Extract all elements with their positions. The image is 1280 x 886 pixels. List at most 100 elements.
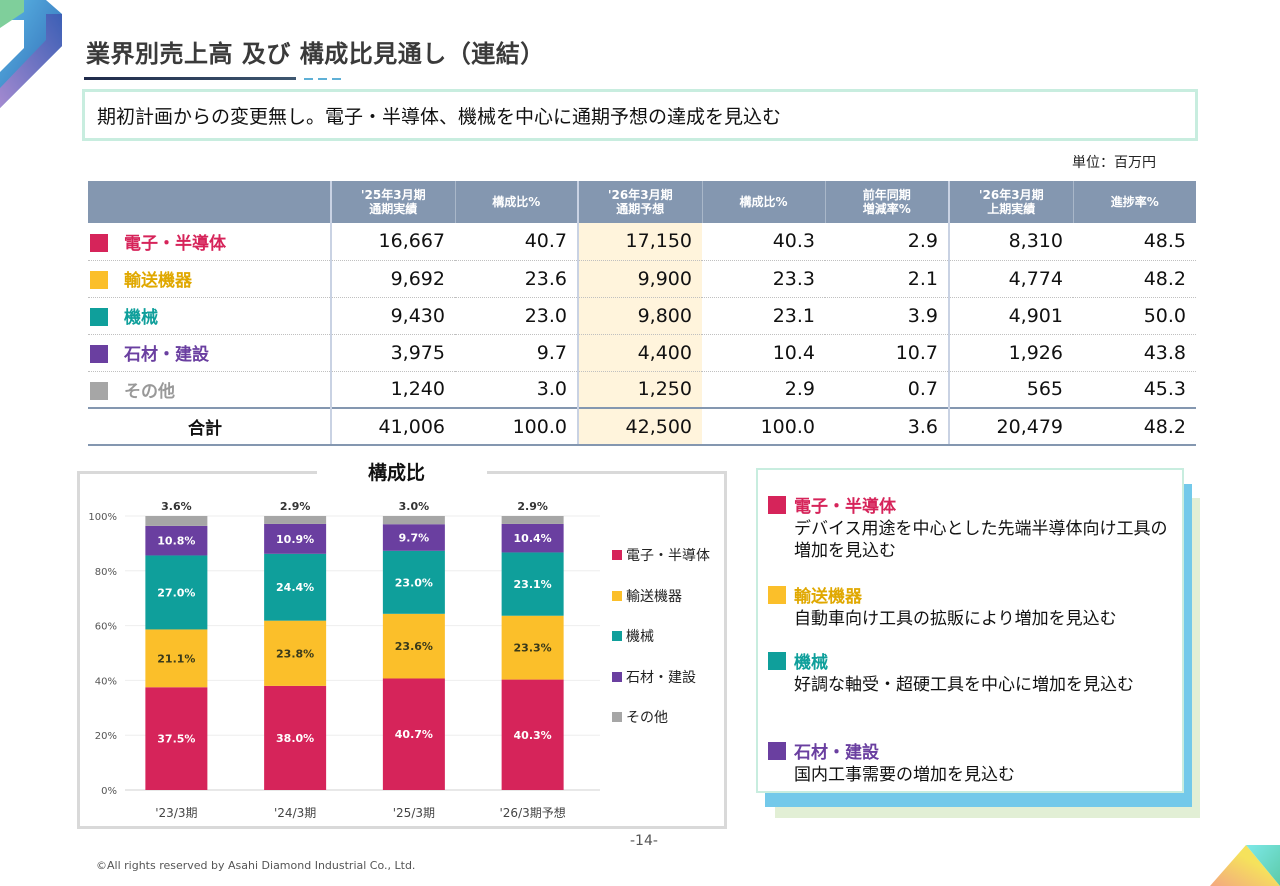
bar-segment xyxy=(501,615,564,680)
header-cell: '25年3月期 通期実績 xyxy=(330,181,455,223)
y-tick-label: 80% xyxy=(95,567,117,578)
bar-segment xyxy=(382,516,445,525)
legend-item: 石材・建設 xyxy=(612,667,710,708)
legend-swatch-icon xyxy=(612,671,622,682)
bar-segment xyxy=(264,685,327,790)
header-cell: 構成比% xyxy=(701,181,825,223)
value-cell: 48.2 xyxy=(1073,407,1196,446)
bar-segment xyxy=(264,516,327,524)
value-cell: 40.3 xyxy=(702,223,825,261)
category-swatch-icon xyxy=(90,381,108,400)
summary-box: 期初計画からの変更無し。電子・半導体、機械を中心に通期予想の達成を見込む xyxy=(82,89,1198,141)
comment-category: 石材・建設 xyxy=(794,743,879,763)
data-label: 2.9% xyxy=(280,500,311,513)
legend-label: 輸送機器 xyxy=(626,588,682,605)
sales-table: '25年3月期 通期実績 構成比% '26年3月期 通期予想 構成比% 前年同期 増減… xyxy=(88,181,1196,446)
comment-item: 輸送機器 自動車向け工具の拡販により増加を見込む xyxy=(768,582,1168,630)
bar-segment xyxy=(145,516,208,526)
value-cell: 50.0 xyxy=(1073,297,1196,335)
x-tick-label: '25/3期 xyxy=(393,806,435,820)
value-cell: 4,400 xyxy=(577,334,702,372)
data-label: 3.0% xyxy=(399,500,430,513)
value-cell: 9,430 xyxy=(330,297,455,335)
data-label: 10.9% xyxy=(276,533,314,546)
value-cell: 10.7 xyxy=(825,334,949,372)
legend-label: その他 xyxy=(626,710,668,726)
data-label: 10.8% xyxy=(157,535,195,548)
value-cell: 3.6 xyxy=(825,407,949,446)
legend-label: 機械 xyxy=(626,629,654,645)
data-label: 23.0% xyxy=(395,576,433,589)
comment-category: 機械 xyxy=(794,653,828,673)
value-cell: 40.7 xyxy=(455,223,578,261)
bar-segment xyxy=(145,525,208,556)
bar-segment xyxy=(382,613,445,679)
value-cell: 3.9 xyxy=(825,297,949,335)
value-cell: 41,006 xyxy=(330,407,455,446)
comment-text: 国内工事需要の増加を見込む xyxy=(794,765,1015,785)
page-number: -14- xyxy=(630,833,658,849)
bar-segment xyxy=(501,552,564,616)
value-cell: 9,900 xyxy=(577,260,702,298)
data-label: 23.8% xyxy=(276,647,314,660)
data-label: 40.3% xyxy=(514,729,552,742)
data-label: 40.7% xyxy=(395,728,433,741)
comment-swatch-icon xyxy=(768,495,786,514)
title-underline xyxy=(84,77,296,80)
bar-segment xyxy=(264,620,327,686)
value-cell: 23.1 xyxy=(702,297,825,335)
bar-segment xyxy=(382,550,445,614)
data-label: 24.4% xyxy=(276,581,314,594)
comment-swatch-icon xyxy=(768,651,786,670)
legend-item: 機械 xyxy=(612,626,710,667)
data-label: 10.4% xyxy=(514,532,552,545)
category-cell: 石材・建設 xyxy=(88,334,331,372)
chart-title: 構成比 xyxy=(368,462,426,484)
bar-segment xyxy=(501,523,564,553)
header-cell: 前年同期 増減率% xyxy=(824,181,949,223)
comment-heading: 機械 xyxy=(768,648,1168,673)
value-cell: 17,150 xyxy=(577,223,702,261)
data-label: 21.1% xyxy=(157,652,195,665)
y-tick-label: 100% xyxy=(88,512,117,523)
legend-swatch-icon xyxy=(612,550,622,560)
category-cell: 機械 xyxy=(88,297,331,335)
legend-swatch-icon xyxy=(612,712,622,722)
header-cell: 構成比% xyxy=(454,181,578,223)
comment-swatch-icon xyxy=(768,585,786,604)
data-label: 9.7% xyxy=(399,532,430,545)
comment-heading: 石材・建設 xyxy=(768,738,1168,763)
chart-legend: 電子・半導体 輸送機器 機械 石材・建設 その他 xyxy=(612,545,710,748)
data-label: 37.5% xyxy=(157,733,195,746)
comment-category: 電子・半導体 xyxy=(794,497,896,517)
company-logo-icon xyxy=(0,0,62,108)
legend-label: 石材・建設 xyxy=(626,669,696,686)
value-cell: 2.1 xyxy=(825,260,949,298)
bar-segment xyxy=(145,555,208,630)
category-label: その他 xyxy=(124,381,175,402)
category-label: 輸送機器 xyxy=(124,271,192,291)
data-label: 27.0% xyxy=(157,586,195,599)
bar-segment xyxy=(145,687,208,790)
value-cell: 2.9 xyxy=(825,223,949,261)
category-swatch-icon xyxy=(90,271,108,289)
legend-swatch-icon xyxy=(612,590,622,601)
table-row: 機械 9,430 23.0 9,800 23.1 3.9 4,901 50.0 xyxy=(88,297,1196,335)
bar-segment xyxy=(382,678,445,790)
title-dash xyxy=(304,78,313,80)
page-title: 業界別売上高 及び 構成比見通し（連結） xyxy=(86,40,545,68)
value-cell: 1,250 xyxy=(577,371,702,409)
table-row: 輸送機器 9,692 23.6 9,900 23.3 2.1 4,774 48.2 xyxy=(88,260,1196,298)
data-label: 2.9% xyxy=(517,500,548,513)
category-swatch-icon xyxy=(90,308,108,326)
value-cell: 8,310 xyxy=(948,223,1073,261)
category-label: 石材・建設 xyxy=(124,345,209,365)
value-cell: 16,667 xyxy=(330,223,455,261)
category-cell: その他 xyxy=(88,371,331,409)
bar-segment xyxy=(501,679,564,790)
value-cell: 23.6 xyxy=(455,260,578,298)
value-cell: 3,975 xyxy=(330,334,455,372)
header-cell: '26年3月期 通期予想 xyxy=(577,181,702,223)
bar-segment xyxy=(382,524,445,551)
value-cell: 20,479 xyxy=(948,407,1073,446)
